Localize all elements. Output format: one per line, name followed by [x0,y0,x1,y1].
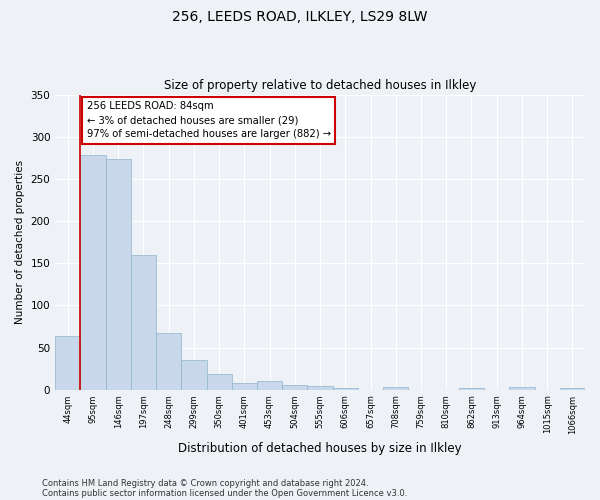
Bar [459,388,484,390]
Bar [131,255,156,390]
Bar [55,336,80,390]
Bar [232,383,257,390]
Bar [181,360,206,390]
Bar [80,156,106,390]
Text: 256 LEEDS ROAD: 84sqm
← 3% of detached houses are smaller (29)
97% of semi-detac: 256 LEEDS ROAD: 84sqm ← 3% of detached h… [87,102,331,140]
Text: Contains HM Land Registry data © Crown copyright and database right 2024.: Contains HM Land Registry data © Crown c… [42,478,368,488]
Bar [106,160,131,390]
Bar [206,374,232,390]
Text: 256, LEEDS ROAD, ILKLEY, LS29 8LW: 256, LEEDS ROAD, ILKLEY, LS29 8LW [172,10,428,24]
Bar [560,388,585,390]
Bar [509,387,535,390]
Bar [383,387,409,390]
Text: Contains public sector information licensed under the Open Government Licence v3: Contains public sector information licen… [42,488,407,498]
Bar [257,381,282,390]
Bar [332,388,358,390]
Bar [307,386,332,390]
Bar [156,333,181,390]
Y-axis label: Number of detached properties: Number of detached properties [15,160,25,324]
Bar [282,386,307,390]
X-axis label: Distribution of detached houses by size in Ilkley: Distribution of detached houses by size … [178,442,462,455]
Title: Size of property relative to detached houses in Ilkley: Size of property relative to detached ho… [164,79,476,92]
